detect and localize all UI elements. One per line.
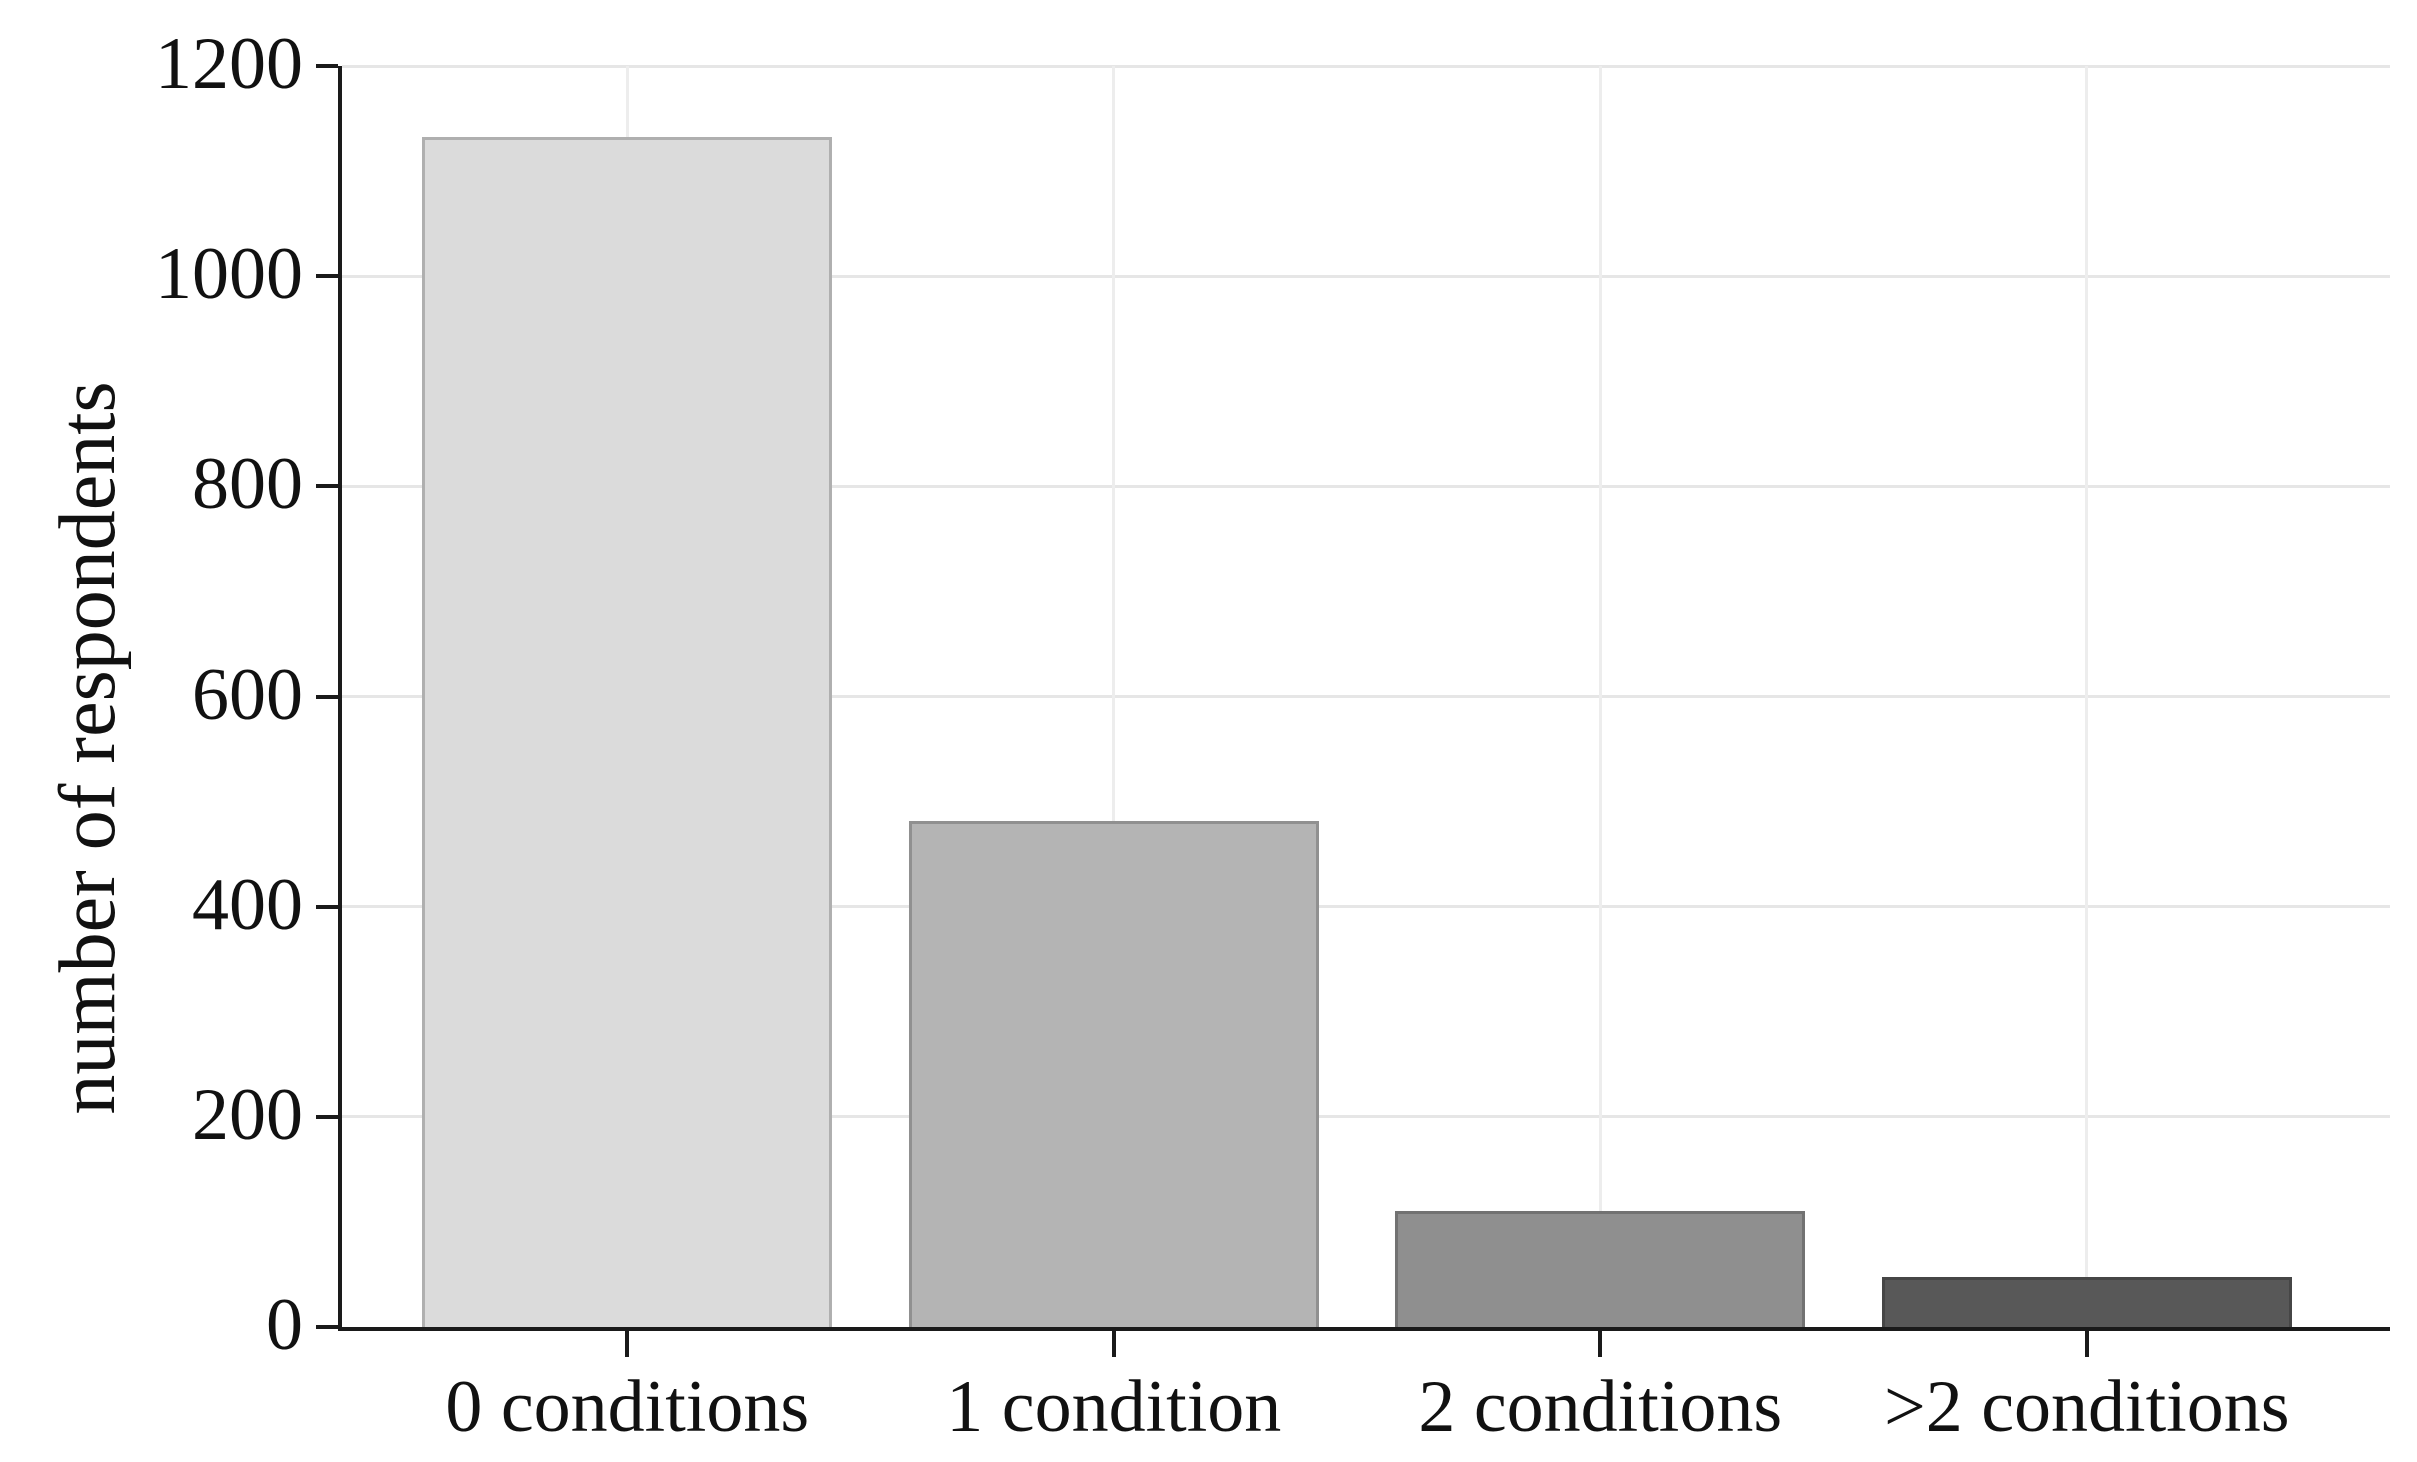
x-tick-mark <box>2084 1331 2089 1357</box>
x-axis-line <box>338 1327 2390 1331</box>
x-tick-label: >2 conditions <box>1883 1366 2290 1448</box>
x-tick-mark <box>1598 1331 1603 1357</box>
y-tick-label: 200 <box>192 1073 303 1156</box>
y-tick-label: 800 <box>192 443 303 526</box>
x-tick-mark <box>1111 1331 1116 1357</box>
y-axis-line <box>338 66 342 1331</box>
y-tick-label: 1000 <box>155 232 303 315</box>
y-tick-label: 600 <box>192 653 303 736</box>
gridlines-group <box>342 64 2390 1327</box>
vertical-gridline <box>1112 66 1116 1327</box>
vertical-gridline <box>2085 66 2089 1327</box>
bar-2-conditions <box>1881 1276 2292 1327</box>
x-tick-label: 2 conditions <box>1418 1366 1783 1448</box>
x-tick-label: 1 condition <box>946 1366 1282 1448</box>
bar-1-condition <box>908 820 1319 1327</box>
y-tick-mark <box>316 904 338 909</box>
x-tick-label: 0 conditions <box>445 1366 810 1448</box>
y-tick-mark <box>316 484 338 489</box>
y-tick-label: 0 <box>266 1283 303 1366</box>
x-tick-mark <box>625 1331 630 1357</box>
y-tick-label: 400 <box>192 863 303 946</box>
horizontal-gridline <box>342 484 2390 488</box>
horizontal-gridline <box>342 274 2390 278</box>
y-tick-mark <box>316 274 338 279</box>
vertical-gridline <box>1598 66 1602 1327</box>
y-tick-mark <box>316 1114 338 1119</box>
plot-area: 0 conditions 1 condition 2 conditions >2 co… <box>155 27 2390 1448</box>
horizontal-gridline <box>342 64 2390 68</box>
y-tick-mark <box>316 1325 338 1329</box>
y-tick-mark <box>316 64 338 68</box>
horizontal-gridline <box>342 695 2390 698</box>
y-tick-label: 1200 <box>155 22 303 105</box>
horizontal-gridline <box>342 1115 2390 1119</box>
bar-0-conditions <box>422 137 833 1327</box>
y-axis-title: number of respondents <box>44 381 132 1115</box>
horizontal-gridline <box>342 905 2390 909</box>
bar-2-conditions <box>1395 1211 1806 1327</box>
bars-group: 0 conditions 1 condition 2 conditions >2 co… <box>384 66 2330 1448</box>
y-tick-mark <box>316 694 338 699</box>
